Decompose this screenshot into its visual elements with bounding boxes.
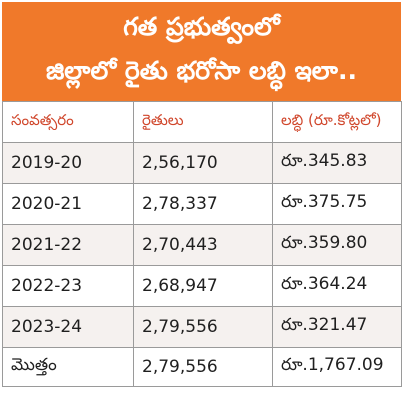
farmers-cell: 2,78,337 [133,183,273,225]
rythu-bharosa-table: సంవత్సరం రైతులు లబ్ధి (రూ.కోట్లలో) 2019-… [2,101,402,387]
column-header-farmers: రైతులు [133,101,273,143]
table-row: 2021-22 2,70,443 రూ.359.80 [2,224,402,266]
year-cell: 2021-22 [2,224,134,266]
column-header-benefit: లబ్ధి (రూ.కోట్లలో) [272,101,402,143]
table-header-row: సంవత్సరం రైతులు లబ్ధి (రూ.కోట్లలో) [2,101,402,143]
total-row: మొత్తం 2,79,556 రూ.1,767.09 [2,347,402,387]
farmers-cell: 2,70,443 [133,224,273,266]
total-label-cell: మొత్తం [2,347,134,387]
farmers-cell: 2,56,170 [133,142,273,184]
year-cell: 2022-23 [2,265,134,307]
table-row: 2020-21 2,78,337 రూ.375.75 [2,183,402,225]
benefit-cell: రూ.364.24 [272,265,402,307]
table-row: 2023-24 2,79,556 రూ.321.47 [2,306,402,348]
year-cell: 2023-24 [2,306,134,348]
title-line-2: జిల్లాలో రైతు భరోసా లబ్ధి ఇలా.. [46,56,357,85]
benefit-cell: రూ.321.47 [272,306,402,348]
year-cell: 2020-21 [2,183,134,225]
table-row: 2019-20 2,56,170 రూ.345.83 [2,142,402,184]
total-farmers-cell: 2,79,556 [133,347,273,387]
table-row: 2022-23 2,68,947 రూ.364.24 [2,265,402,307]
benefit-cell: రూ.375.75 [272,183,402,225]
title-line-1: గత ప్రభుత్వంలో [123,12,280,41]
benefit-cell: రూ.359.80 [272,224,402,266]
title-banner: గత ప్రభుత్వంలో జిల్లాలో రైతు భరోసా లబ్ధి… [2,2,401,101]
column-header-year: సంవత్సరం [2,101,134,143]
year-cell: 2019-20 [2,142,134,184]
benefit-cell: రూ.345.83 [272,142,402,184]
total-benefit-cell: రూ.1,767.09 [272,347,402,387]
farmers-cell: 2,79,556 [133,306,273,348]
farmers-cell: 2,68,947 [133,265,273,307]
